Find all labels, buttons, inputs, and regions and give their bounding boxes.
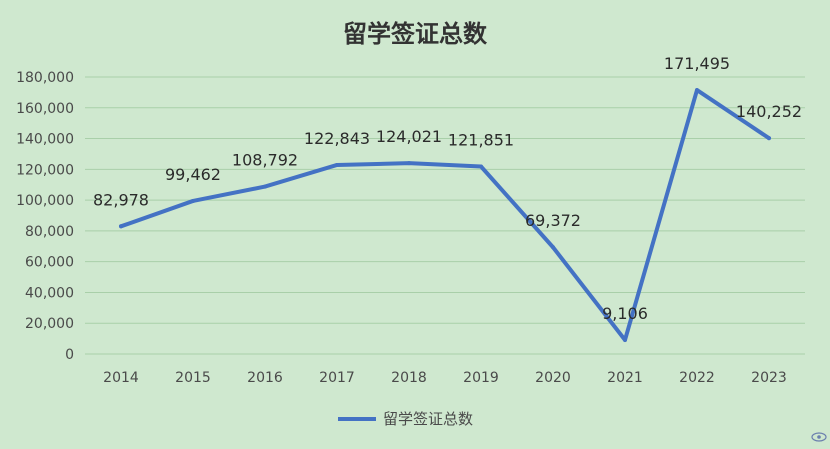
- data-point: [767, 136, 771, 141]
- x-tick-label: 2021: [607, 370, 643, 386]
- data-label: 82,978: [93, 190, 149, 209]
- data-point: [551, 245, 555, 250]
- y-tick-label: 80,000: [25, 224, 74, 240]
- y-tick-label: 100,000: [16, 193, 74, 209]
- data-point: [191, 198, 195, 203]
- legend-label: 留学签证总数: [383, 410, 473, 428]
- y-tick-label: 180,000: [16, 70, 74, 86]
- chart-title: 留学签证总数: [343, 19, 488, 48]
- series-layer: [119, 88, 771, 342]
- x-tick-label: 2018: [391, 370, 427, 386]
- y-tick-label: 20,000: [25, 316, 74, 332]
- series-line: [119, 88, 771, 342]
- data-label: 140,252: [736, 102, 802, 121]
- x-tick-label: 2014: [103, 370, 139, 386]
- data-label: 122,843: [304, 129, 370, 148]
- data-label: 99,462: [165, 165, 221, 184]
- y-tick-label: 160,000: [16, 101, 74, 117]
- y-tick-label: 60,000: [25, 255, 74, 271]
- data-label: 9,106: [602, 304, 648, 323]
- gridlines: [85, 76, 805, 355]
- x-tick-label: 2023: [751, 370, 787, 386]
- data-label: 69,372: [525, 211, 581, 230]
- watermark-logo: [811, 432, 827, 442]
- data-labels: 82,978 99,462 108,792 122,843 124,021 121,851…: [93, 54, 802, 323]
- data-point: [695, 88, 699, 93]
- x-tick-label: 2015: [175, 370, 211, 386]
- y-axis-ticks: 0 20,000 40,000 60,000 80,000 100,000 120,000 1…: [16, 70, 74, 363]
- y-tick-label: 0: [65, 347, 74, 363]
- data-point: [623, 337, 627, 342]
- data-label: 124,021: [376, 127, 442, 146]
- x-tick-label: 2019: [463, 370, 499, 386]
- data-label: 171,495: [664, 54, 730, 73]
- x-tick-label: 2016: [247, 370, 283, 386]
- data-label: 108,792: [232, 151, 298, 170]
- eye-logo-icon: [811, 432, 827, 442]
- data-point: [119, 224, 123, 229]
- x-tick-label: 2022: [679, 370, 715, 386]
- y-tick-label: 120,000: [16, 162, 74, 178]
- data-point: [335, 162, 339, 167]
- data-point: [263, 184, 267, 189]
- x-tick-label: 2017: [319, 370, 355, 386]
- y-tick-label: 140,000: [16, 132, 74, 148]
- legend: 留学签证总数: [338, 410, 473, 428]
- x-tick-label: 2020: [535, 370, 571, 386]
- y-tick-label: 40,000: [25, 285, 74, 301]
- data-label: 121,851: [448, 130, 514, 149]
- data-point: [407, 161, 411, 166]
- data-point: [479, 164, 483, 169]
- x-axis-ticks: 2014 2015 2016 2017 2018 2019 2020 2021 2022 2023: [103, 370, 787, 386]
